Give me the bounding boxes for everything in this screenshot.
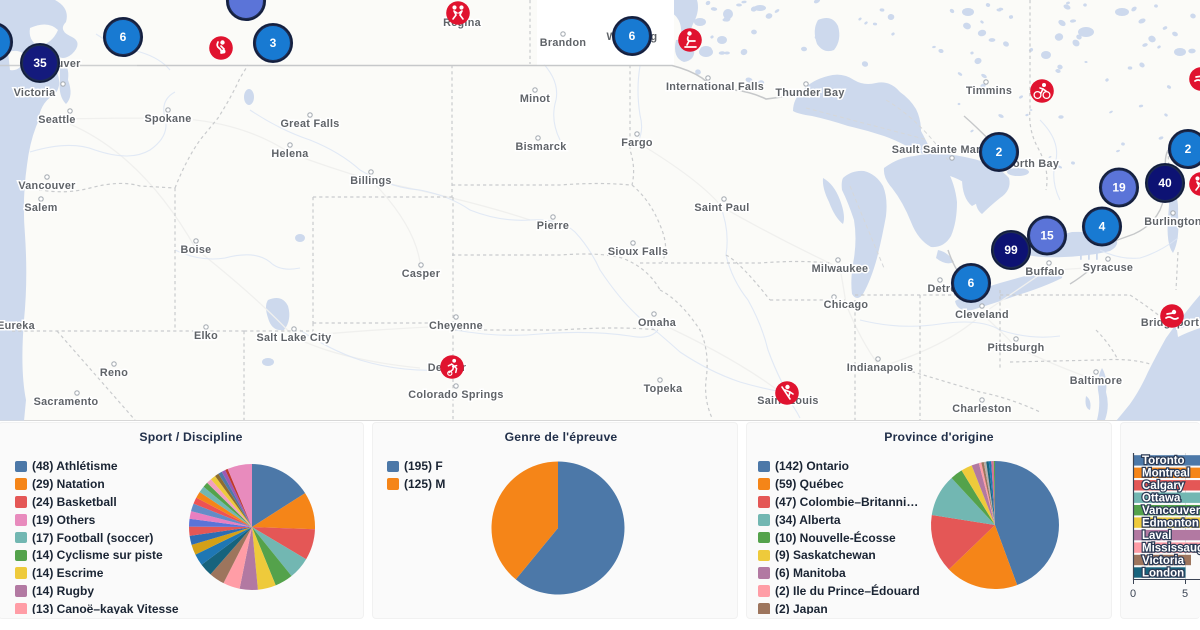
svg-text:6: 6 (629, 29, 636, 43)
svg-text:4: 4 (1099, 220, 1106, 234)
svg-text:Baltimore: Baltimore (1070, 375, 1123, 387)
svg-text:99: 99 (1004, 243, 1018, 257)
svg-text:6: 6 (120, 30, 127, 44)
svg-text:Salem: Salem (24, 202, 57, 214)
svg-text:Omaha: Omaha (638, 317, 677, 329)
svg-text:Elko: Elko (194, 330, 218, 342)
svg-text:Vancouver: Vancouver (18, 180, 76, 192)
svg-text:Milwaukee: Milwaukee (812, 263, 869, 275)
svg-text:15: 15 (1040, 229, 1054, 243)
svg-text:Bismarck: Bismarck (515, 141, 567, 153)
svg-text:Boise: Boise (181, 244, 212, 256)
svg-text:3: 3 (270, 36, 277, 50)
svg-text:6: 6 (968, 276, 975, 290)
svg-text:2: 2 (996, 145, 1003, 159)
svg-text:19: 19 (1112, 181, 1126, 195)
svg-text:Casper: Casper (402, 268, 441, 280)
svg-text:Eureka: Eureka (0, 320, 36, 332)
svg-text:Minot: Minot (520, 93, 550, 105)
svg-text:Charleston: Charleston (952, 403, 1011, 415)
svg-text:40: 40 (1158, 176, 1172, 190)
svg-text:Sacramento: Sacramento (34, 396, 99, 408)
svg-text:Pittsburgh: Pittsburgh (988, 342, 1045, 354)
svg-text:Topeka: Topeka (644, 383, 683, 395)
svg-text:Brandon: Brandon (540, 37, 586, 49)
svg-text:Reno: Reno (100, 367, 128, 379)
svg-text:2: 2 (1185, 142, 1192, 156)
svg-text:Sioux Falls: Sioux Falls (608, 246, 668, 258)
svg-text:Cheyenne: Cheyenne (429, 320, 483, 332)
svg-text:Victoria: Victoria (14, 87, 57, 99)
svg-text:Indianapolis: Indianapolis (847, 362, 914, 374)
svg-text:Helena: Helena (271, 148, 309, 160)
svg-text:Fargo: Fargo (621, 137, 653, 149)
svg-text:Timmins: Timmins (966, 85, 1012, 97)
svg-text:Pierre: Pierre (537, 220, 569, 232)
svg-text:Saint Paul: Saint Paul (694, 202, 749, 214)
svg-text:Buffalo: Buffalo (1025, 266, 1064, 278)
svg-text:Great Falls: Great Falls (280, 118, 339, 130)
svg-text:Spokane: Spokane (144, 113, 191, 125)
svg-text:35: 35 (33, 56, 47, 70)
svg-text:Salt Lake City: Salt Lake City (256, 332, 331, 344)
svg-text:Syracuse: Syracuse (1083, 262, 1133, 274)
svg-text:Colorado Springs: Colorado Springs (408, 389, 503, 401)
svg-text:Burlington: Burlington (1144, 216, 1200, 228)
svg-text:Cleveland: Cleveland (955, 309, 1009, 321)
svg-text:Sault Sainte Marie: Sault Sainte Marie (892, 144, 990, 156)
svg-text:Chicago: Chicago (824, 299, 869, 311)
svg-text:Billings: Billings (350, 175, 391, 187)
svg-text:International Falls: International Falls (666, 81, 764, 93)
svg-text:Thunder Bay: Thunder Bay (775, 87, 844, 99)
svg-text:North Bay: North Bay (1005, 158, 1059, 170)
svg-text:Seattle: Seattle (38, 114, 76, 126)
